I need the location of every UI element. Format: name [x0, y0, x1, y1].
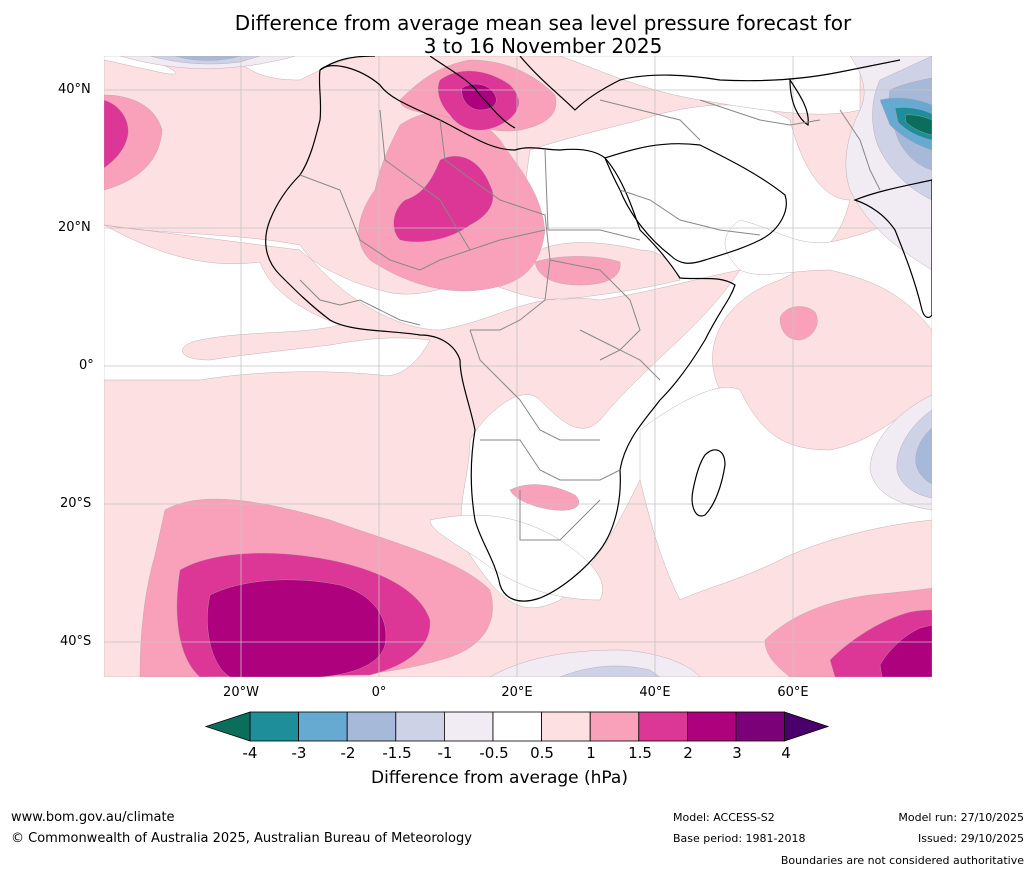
anomaly-neutral-zone-east [724, 199, 932, 331]
longitude-label-0: 0° [371, 685, 387, 700]
colorbar-swatch [589, 711, 640, 742]
colorbar-label-text: Difference from average (hPa) [371, 768, 628, 788]
anomaly-neg-1-south [559, 665, 661, 677]
latitude-label-40n: 40°N [58, 82, 91, 97]
colorbar-swatch [395, 711, 445, 742]
border-segment [299, 279, 421, 326]
website-link[interactable]: www.bom.gov.au/climate [11, 810, 175, 825]
colorbar-tick: -4 [242, 744, 258, 762]
chart-title-line1: Difference from average mean sea level p… [234, 11, 852, 35]
colorbar-tick: -3 [291, 744, 307, 762]
colorbar-tick: -1.5 [382, 744, 412, 762]
map-area [104, 56, 932, 677]
copyright-text: © Commonwealth of Australia 2025, Austra… [11, 831, 472, 846]
model-run-date: Model run: 27/10/2025 [898, 811, 1024, 824]
border-segment [599, 99, 701, 141]
border-segment [619, 189, 761, 236]
anomaly-pos-2-southatlantic [207, 579, 387, 677]
anomaly-neutral-zone-atlantic [104, 224, 431, 381]
colorbar-swatch [735, 711, 785, 742]
issued-date: Issued: 29/10/2025 [917, 832, 1024, 845]
colorbar-tick: 4 [781, 744, 791, 762]
boundaries-disclaimer: Boundaries are not considered authoritat… [780, 854, 1024, 867]
anomaly-pos-1-sahel [534, 256, 621, 286]
anomaly-neg-1.5-north [174, 56, 241, 61]
colorbar-swatch [492, 711, 542, 742]
colorbar-tick: 1.5 [628, 744, 652, 762]
caspian-coastline [789, 78, 809, 127]
colorbar [204, 711, 830, 742]
colorbar-label: Difference from average (hPa) [0, 768, 1035, 788]
india-coastline [853, 179, 932, 318]
border-segment [469, 329, 600, 441]
base-period: Base period: 1981-2018 [673, 832, 806, 845]
chart-title-line2: 3 to 16 November 2025 [423, 34, 663, 58]
anomaly-neutral-zone-indian [639, 387, 932, 601]
madagascar-coastline [691, 449, 726, 517]
border-segment [480, 439, 621, 481]
colorbar-tick: -2 [340, 744, 356, 762]
colorbar-swatch [249, 711, 299, 742]
colorbar-tick: -0.5 [479, 744, 509, 762]
anomaly-pos-1.5-westatlantic [104, 99, 129, 169]
border-segment [549, 259, 641, 361]
border-segment [519, 490, 601, 541]
border-segment [299, 174, 546, 271]
longitude-label-40e: 40°E [639, 685, 671, 700]
anomaly-neutral-zone-southatlantic [429, 514, 603, 601]
latitude-label-20s: 20°S [60, 496, 92, 511]
latitude-label-equator: 0° [79, 358, 94, 373]
anomaly-neg-4-east [904, 114, 932, 136]
border-segment [579, 329, 661, 381]
colorbar-swatch [443, 711, 494, 742]
colorbar-swatch [638, 711, 688, 742]
anomaly-pos-1-indianocean [779, 306, 818, 341]
longitude-label-60e: 60°E [777, 685, 809, 700]
border-segment [699, 99, 821, 126]
anomaly-pos-1.5-sahara [393, 156, 494, 243]
colorbar-swatch [687, 711, 737, 742]
latitude-label-20n: 20°N [58, 220, 91, 235]
border-segment [379, 109, 471, 251]
latitude-label-40s: 40°S [60, 634, 92, 649]
africa-coastline [265, 65, 736, 602]
border-segment [839, 109, 881, 191]
colorbar-tick: 2 [683, 744, 693, 762]
colorbar-swatch [541, 711, 591, 742]
graticule [104, 56, 932, 677]
longitude-label-20w: 20°W [223, 685, 259, 700]
anomaly-pos-2-southindian [879, 624, 932, 677]
colorbar-swatch [346, 711, 397, 742]
colorbar-extend-high [784, 711, 830, 742]
coastlines [265, 56, 932, 602]
border-segment [544, 149, 641, 241]
arabia-coastline [604, 143, 787, 264]
anomaly-neg-1.5-southeast [915, 427, 932, 485]
colorbar-tick: -1 [437, 744, 453, 762]
europe-coastline [319, 56, 901, 129]
colorbar-tick: 3 [732, 744, 742, 762]
model-name: Model: ACCESS-S2 [673, 811, 775, 824]
country-borders [299, 99, 881, 541]
colorbar-tick: 1 [586, 744, 596, 762]
longitude-label-20e: 20°E [501, 685, 533, 700]
colorbar-extend-low [204, 711, 251, 742]
colorbar-tick: 0.5 [530, 744, 554, 762]
colorbar-swatch [298, 711, 348, 742]
